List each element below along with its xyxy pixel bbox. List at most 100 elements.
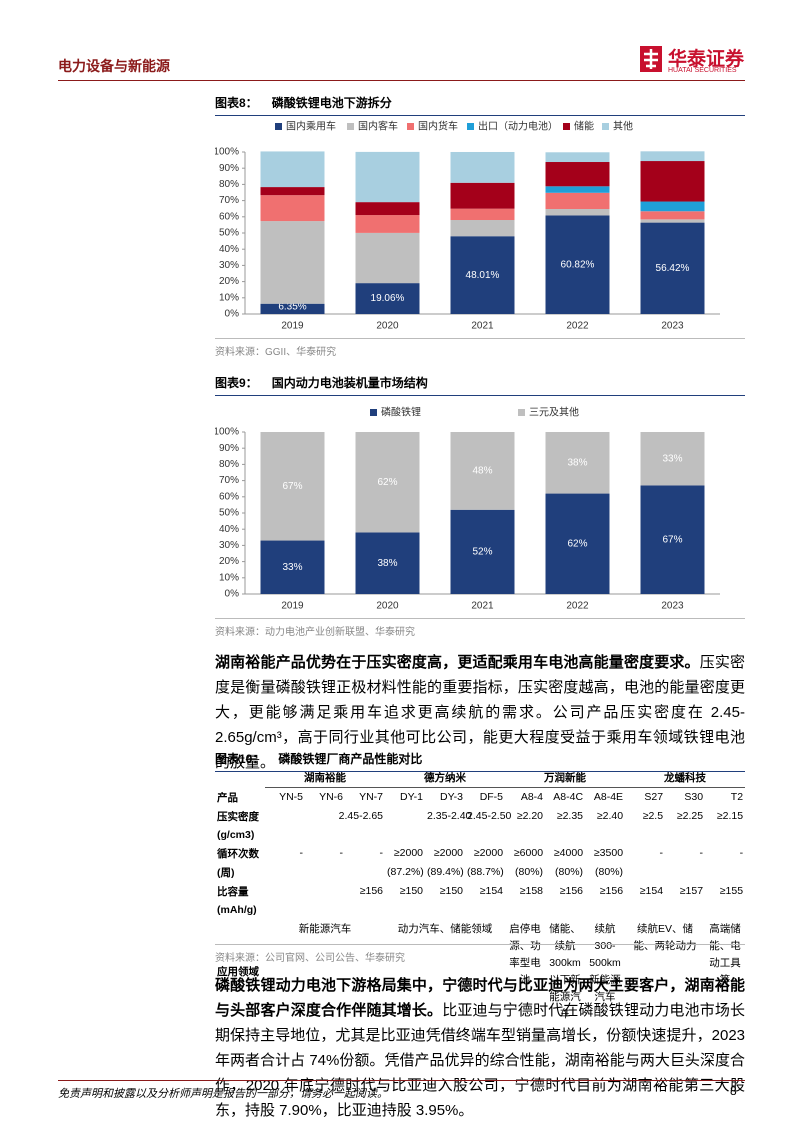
legend-swatch	[467, 123, 474, 130]
value-label: 48.01%	[466, 270, 500, 281]
legend-swatch	[518, 409, 525, 416]
table-cell: ≥2.15	[716, 810, 744, 822]
legend-label: 国内货车	[418, 120, 458, 133]
legend-label: 磷酸铁锂	[381, 406, 421, 419]
group-header: 龙蟠科技	[625, 768, 746, 788]
y-tick-label: 60%	[219, 491, 239, 502]
bar-segment	[545, 192, 610, 209]
table-cell: ≥4000	[553, 847, 584, 859]
row-label: 压实密度	[217, 810, 259, 823]
source: 资料来源：公司官网、公司公告、华泰研究	[215, 944, 745, 964]
bar-segment	[260, 432, 325, 541]
group-header: 湖南裕能	[265, 768, 386, 788]
bar-segment	[640, 222, 705, 314]
value-label: 48%	[472, 466, 492, 477]
table-cell	[305, 882, 345, 901]
row-label: 比容量	[217, 885, 249, 898]
table-cell: S30	[684, 791, 704, 804]
table-cell: -	[299, 847, 304, 859]
table-row: (mAh/g)	[215, 901, 745, 919]
y-tick-label: 40%	[219, 244, 239, 255]
table-row: 循环次数 - - - ≥2000 ≥2000 ≥2000 ≥6000 ≥4000 ≥3500- - -	[215, 844, 745, 863]
legend-label: 国内乘用车	[286, 120, 336, 133]
x-tick-label: 2021	[471, 321, 494, 332]
y-tick-label: 10%	[219, 572, 239, 583]
table-cell: A8-4C	[553, 791, 584, 804]
y-tick-label: 80%	[219, 459, 239, 470]
table-cell: -	[699, 847, 704, 859]
table-cell: S27	[644, 791, 664, 804]
group-header: 德方纳米	[385, 768, 506, 788]
value-label: 62%	[377, 477, 397, 488]
table-cell: ≥157	[679, 885, 704, 897]
table-cell	[665, 863, 705, 882]
table-cell: -	[339, 847, 344, 859]
table-cell: ≥2000	[473, 847, 504, 859]
table-cell: 2.45-2.50	[467, 810, 512, 822]
figure-name: 磷酸铁锂厂商产品性能对比	[278, 752, 423, 766]
table-cell: 动力汽车、储能领域	[397, 922, 493, 935]
row-label: 产品	[217, 791, 238, 804]
value-label: 67%	[282, 481, 302, 492]
table-cell: YN-6	[319, 791, 343, 804]
y-tick-label: 50%	[219, 508, 239, 519]
y-tick-label: 70%	[219, 475, 239, 486]
value-label: 67%	[662, 534, 682, 545]
figure-number: 图表8：	[215, 96, 258, 110]
x-tick-label: 2019	[281, 601, 304, 612]
table-cell: ≥158	[519, 885, 544, 897]
figure-title: 图表8： 磷酸铁锂电池下游拆分	[215, 94, 745, 116]
value-label: 33%	[662, 453, 682, 464]
table-cell: ≥2000	[393, 847, 424, 859]
bar-segment	[355, 532, 420, 594]
table-cell	[385, 807, 425, 826]
bar-segment	[355, 202, 420, 216]
table-cell: ≥156	[559, 885, 584, 897]
value-label: 38%	[567, 457, 587, 468]
y-tick-label: 0%	[225, 309, 240, 320]
table-cell: DF-5	[479, 791, 504, 804]
y-tick-label: 20%	[219, 556, 239, 567]
table-cell: ≥154	[479, 885, 504, 897]
table-cell: ≥150	[439, 885, 464, 897]
table-cell: 2.35-2.40	[427, 810, 472, 822]
logo-en: HUATAI SECURITIES	[668, 67, 737, 74]
table-cell: ≥2.25	[676, 810, 704, 822]
legend-swatch	[347, 123, 354, 130]
paragraph-text: 比亚迪与宁德时代在磷酸铁锂动力电池市场长期保持主导地位，尤其是比亚迪凭借终端车型…	[215, 1002, 745, 1119]
bar-segment	[640, 201, 705, 212]
bar-segment	[640, 219, 705, 223]
bar-segment	[545, 152, 610, 163]
bar-segment	[260, 303, 325, 314]
source: 资料来源：GGII、华泰研究	[215, 338, 745, 358]
bar-segment	[640, 161, 705, 202]
bar-segment	[450, 509, 515, 594]
y-tick-label: 90%	[219, 443, 239, 454]
table-cell	[265, 882, 305, 901]
table-cell: ≥2.20	[516, 810, 544, 822]
table-row: 比容量 ≥156 ≥150 ≥150 ≥154 ≥158 ≥156 ≥156 ≥154 ≥157 ≥…	[215, 882, 745, 901]
header-rule	[58, 80, 745, 81]
bar-segment	[450, 432, 515, 510]
x-tick-label: 2020	[376, 601, 399, 612]
bar-segment	[260, 221, 325, 304]
bar-segment	[355, 151, 420, 203]
bar-segment	[545, 186, 610, 193]
logo-name: 华泰证券	[668, 49, 745, 70]
table-cell: ≥155	[719, 885, 744, 897]
table-cell: ≥156	[359, 885, 384, 897]
bar-segment	[260, 540, 325, 594]
value-label: 60.82%	[561, 259, 595, 270]
row-label: 循环次数	[217, 847, 259, 860]
paragraph: 磷酸铁锂动力电池下游格局集中，宁德时代与比亚迪为两大主要客户，湖南裕能与头部客户…	[215, 973, 745, 1123]
figure-name: 磷酸铁锂电池下游拆分	[271, 96, 392, 110]
table-cell: ≥154	[639, 885, 664, 897]
table-cell: A8-4	[520, 791, 544, 804]
y-tick-label: 60%	[219, 211, 239, 222]
bar-segment	[640, 432, 705, 486]
table-cell: (89.4%)	[427, 866, 464, 878]
bar-segment	[450, 208, 515, 221]
bar-segment	[640, 211, 705, 220]
legend-label: 其他	[613, 120, 633, 133]
